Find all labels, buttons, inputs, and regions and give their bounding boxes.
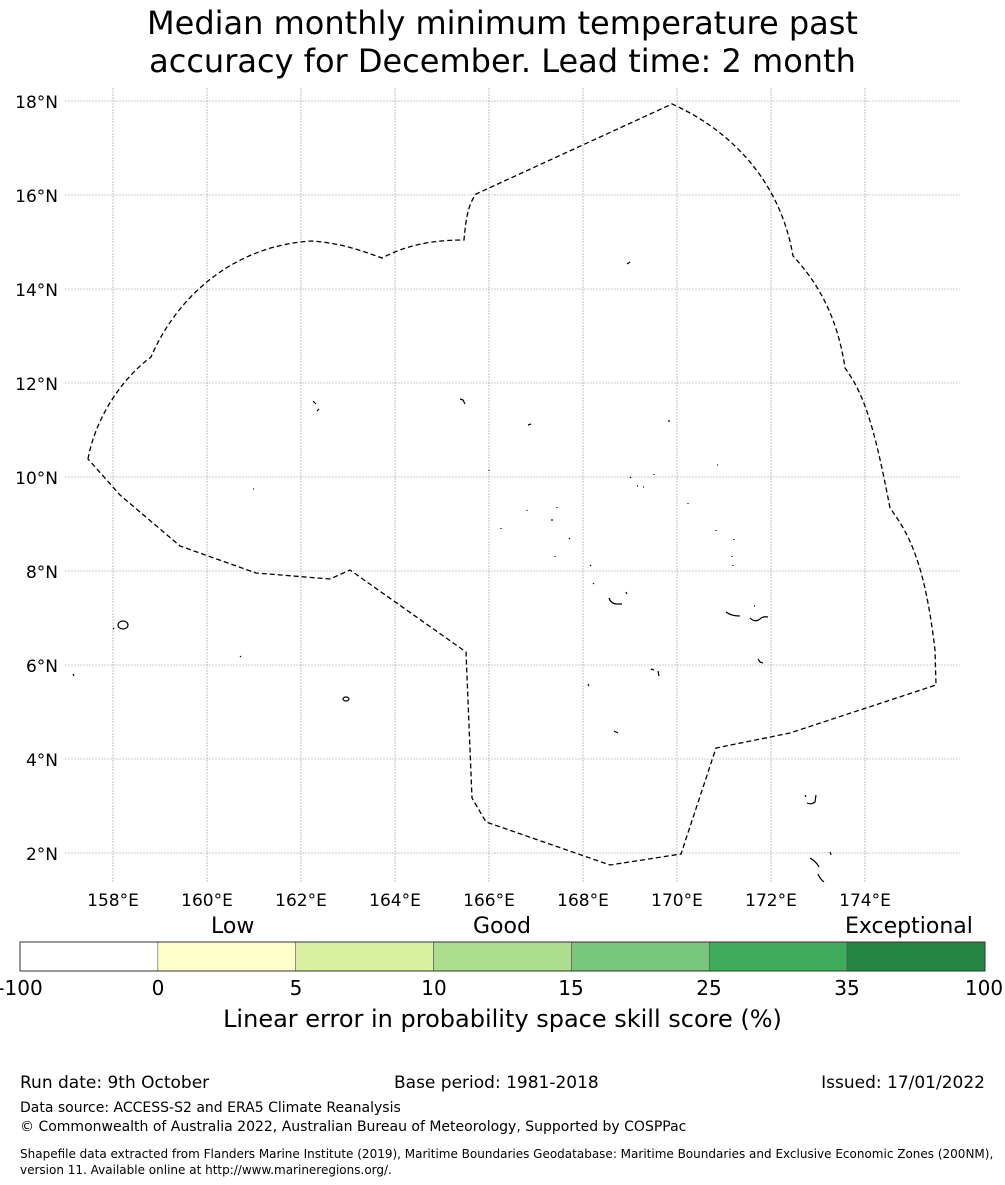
category-exceptional: Exceptional: [845, 914, 973, 939]
base-period: Base period: 1981-2018: [394, 1073, 599, 1093]
colorbar-segment: [157, 941, 297, 972]
copyright-notice: © Commonwealth of Australia 2022, Austra…: [20, 1119, 687, 1135]
colorbar-segment: [19, 941, 159, 972]
eez-boundary: [87, 103, 937, 866]
colorbar-segment: [846, 941, 986, 972]
longitude-labels: 158°E 160°E 162°E 164°E 166°E 168°E 170°E 172°E…: [87, 891, 891, 911]
cb-tick-label: 15: [558, 976, 584, 1000]
lon-label: 158°E: [87, 891, 139, 911]
cb-tick-label: 25: [696, 976, 722, 1000]
cb-tick-label: 35: [834, 976, 860, 1000]
shapefile-credit: Shapefile data extracted from Flanders M…: [20, 1147, 994, 1177]
cb-tick-label: 0: [151, 976, 165, 1000]
lat-label: 12°N: [15, 375, 58, 395]
island-outlines: [72, 261, 832, 883]
lon-label: 172°E: [745, 891, 797, 911]
lon-label: 164°E: [369, 891, 421, 911]
lon-label: 166°E: [463, 891, 515, 911]
category-low: Low: [211, 914, 255, 939]
latitude-labels: 18°N 16°N 14°N 12°N 10°N 8°N 6°N 4°N 2°N: [15, 93, 58, 865]
lat-label: 8°N: [26, 563, 58, 583]
lat-label: 10°N: [15, 469, 58, 489]
cb-tick-label: -100: [0, 976, 43, 1000]
run-date: Run date: 9th October: [20, 1073, 210, 1093]
colorbar-frame: [19, 941, 986, 972]
colorbar-segment: [571, 941, 710, 972]
map-gridlines: [65, 88, 960, 882]
colorbar-segment: [708, 941, 848, 972]
issued-date: Issued: 17/01/2022: [821, 1073, 985, 1093]
colorbar: [19, 941, 986, 972]
lat-label: 18°N: [15, 93, 58, 113]
cb-tick-label: 100: [964, 976, 1004, 1000]
colorbar-segment: [433, 941, 572, 972]
colorbar-segment: [295, 941, 434, 972]
lat-label: 14°N: [15, 281, 58, 301]
colorbar-title: Linear error in probability space skill …: [223, 1005, 782, 1033]
lon-label: 168°E: [557, 891, 609, 911]
data-source: Data source: ACCESS-S2 and ERA5 Climate …: [20, 1100, 401, 1116]
map-title-line1: Median monthly minimum temperature past: [147, 4, 858, 42]
cb-tick-label: 10: [421, 976, 447, 1000]
lat-label: 6°N: [26, 657, 58, 677]
lon-label: 170°E: [651, 891, 703, 911]
lat-label: 2°N: [26, 845, 58, 865]
cb-tick-label: 5: [289, 976, 303, 1000]
map-title-line2: accuracy for December. Lead time: 2 mont…: [149, 42, 856, 80]
category-good: Good: [473, 914, 531, 939]
lat-label: 16°N: [15, 187, 58, 207]
lon-label: 160°E: [181, 891, 233, 911]
lat-label: 4°N: [26, 751, 58, 771]
lon-label: 174°E: [839, 891, 891, 911]
lon-label: 162°E: [275, 891, 327, 911]
